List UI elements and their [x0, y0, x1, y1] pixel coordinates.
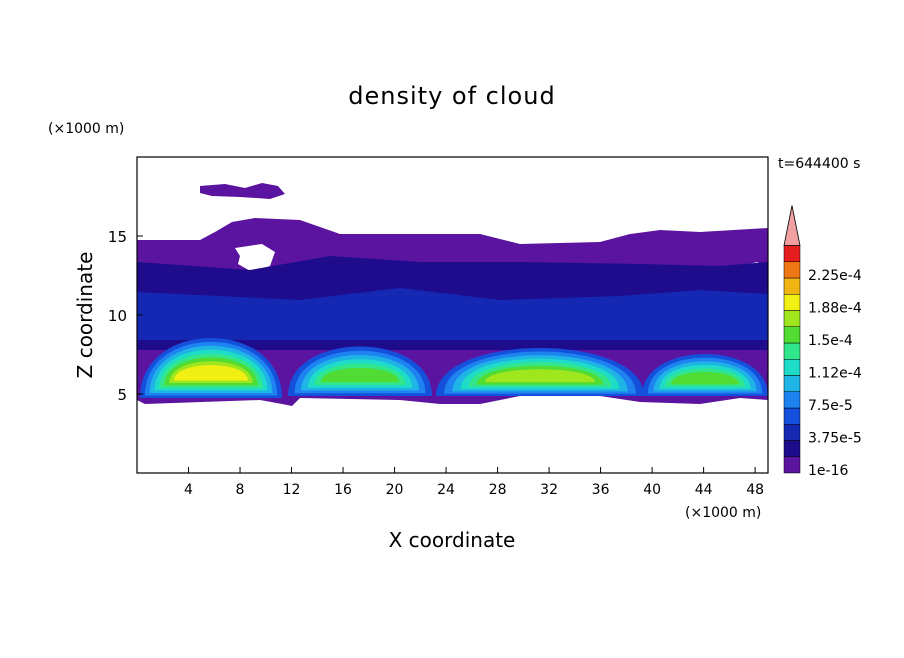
x-tick-label: 20 [386, 482, 404, 498]
x-tick-label: 36 [592, 482, 610, 498]
contour-region [485, 369, 595, 383]
x-tick-label: 32 [540, 482, 558, 498]
x-tick-label: 44 [695, 482, 713, 498]
colorbar-tick-label: 1.12e-4 [808, 366, 862, 382]
contour-region [670, 372, 740, 385]
x-tick-label: 12 [283, 482, 301, 498]
y-tick-label: 15 [108, 228, 127, 246]
colorbar-tick-label: 3.75e-5 [808, 431, 862, 447]
colorbar-tick-label: 1.5e-4 [808, 333, 853, 349]
y-axis-label: Z coordinate [73, 252, 97, 379]
y-tick-label: 5 [117, 386, 127, 404]
x-tick-label: 40 [643, 482, 661, 498]
colorbar-band [783, 440, 801, 457]
x-tick-label: 48 [746, 482, 764, 498]
colorbar-band [783, 294, 801, 311]
colorbar-tick-label: 1e-16 [808, 463, 848, 479]
contour-region [137, 288, 768, 340]
colorbar-band [783, 424, 801, 441]
colorbar-tick-label: 2.25e-4 [808, 268, 862, 284]
colorbar-band [783, 391, 801, 409]
contour-field [137, 183, 768, 406]
chart-title: density of cloud [348, 82, 555, 110]
colorbar-band [783, 359, 801, 376]
colorbar-band [783, 245, 801, 262]
colorbar-band [783, 375, 801, 392]
contour-region [174, 365, 248, 381]
x-tick-label: 28 [489, 482, 507, 498]
colorbar-tick-label: 7.5e-5 [808, 398, 853, 414]
colorbar-extend [783, 205, 801, 246]
colorbar-band [783, 261, 801, 279]
x-unit: (×1000 m) [685, 505, 761, 521]
contour-region [321, 367, 399, 383]
contour-region [200, 183, 285, 199]
y-unit: (×1000 m) [48, 121, 124, 137]
colorbar-band [783, 277, 801, 295]
x-tick-label: 8 [236, 482, 245, 498]
colorbar-band [783, 456, 801, 474]
contour-gap [235, 244, 275, 272]
x-tick-label: 4 [184, 482, 193, 498]
colorbar-band [783, 342, 801, 360]
colorbar-band [783, 310, 801, 327]
y-tick-label: 10 [108, 307, 127, 325]
x-tick-label: 24 [437, 482, 455, 498]
colorbar-band [783, 407, 801, 425]
x-axis-label: X coordinate [389, 528, 516, 552]
time-label: t=644400 s [778, 156, 860, 172]
x-tick-label: 16 [334, 482, 352, 498]
colorbar-band [783, 326, 801, 344]
colorbar-tick-label: 1.88e-4 [808, 301, 862, 317]
